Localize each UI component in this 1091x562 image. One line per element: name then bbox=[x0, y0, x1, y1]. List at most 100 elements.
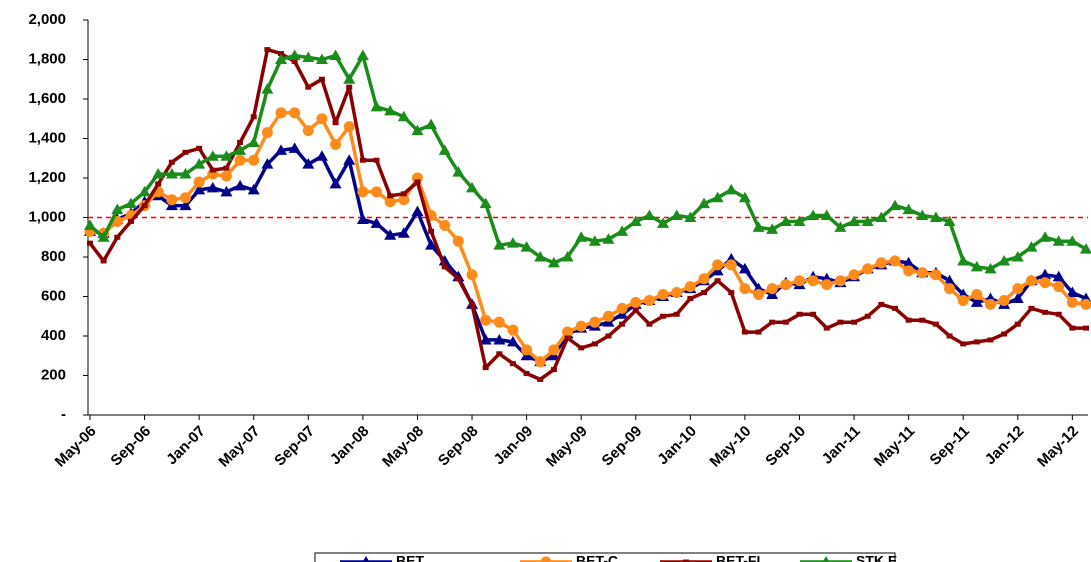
marker bbox=[302, 51, 315, 63]
marker bbox=[165, 168, 178, 179]
legend-label: BET-FI bbox=[716, 553, 760, 562]
marker bbox=[769, 319, 776, 325]
marker bbox=[250, 114, 257, 120]
marker bbox=[452, 166, 465, 177]
marker bbox=[1025, 241, 1038, 252]
marker bbox=[919, 317, 926, 323]
marker bbox=[848, 269, 860, 281]
marker bbox=[687, 295, 694, 301]
marker bbox=[944, 283, 956, 295]
marker bbox=[425, 239, 438, 250]
marker bbox=[564, 335, 571, 341]
x-tick-label: May-10 bbox=[707, 423, 755, 471]
marker bbox=[822, 556, 830, 562]
marker bbox=[261, 83, 274, 94]
x-tick-label: May-09 bbox=[543, 423, 591, 471]
marker bbox=[578, 345, 585, 351]
marker bbox=[318, 76, 325, 82]
x-tick-label: May-08 bbox=[379, 423, 427, 471]
marker bbox=[561, 251, 574, 262]
marker bbox=[932, 321, 939, 327]
marker bbox=[466, 269, 478, 281]
x-tick-label: May-11 bbox=[871, 423, 918, 470]
marker bbox=[602, 310, 614, 322]
marker bbox=[315, 150, 328, 161]
x-tick-label: Jan-09 bbox=[491, 423, 537, 469]
marker bbox=[619, 321, 626, 327]
marker bbox=[728, 290, 735, 296]
marker bbox=[779, 215, 792, 226]
marker bbox=[973, 339, 980, 345]
marker bbox=[1055, 311, 1062, 317]
marker bbox=[493, 316, 505, 328]
marker bbox=[479, 197, 492, 209]
marker bbox=[796, 311, 803, 317]
marker bbox=[916, 267, 928, 279]
x-tick-label: Sep-07 bbox=[271, 423, 318, 470]
marker bbox=[428, 228, 435, 234]
marker bbox=[275, 144, 288, 155]
marker bbox=[356, 49, 369, 61]
marker bbox=[305, 84, 312, 90]
marker bbox=[698, 273, 710, 285]
marker bbox=[455, 276, 462, 282]
marker bbox=[700, 290, 707, 296]
marker bbox=[821, 279, 833, 291]
marker bbox=[851, 319, 858, 325]
marker bbox=[646, 321, 653, 327]
marker bbox=[329, 177, 342, 189]
marker bbox=[261, 127, 273, 139]
marker bbox=[84, 219, 96, 230]
marker bbox=[643, 209, 656, 221]
marker bbox=[684, 281, 696, 293]
marker bbox=[370, 100, 383, 112]
marker bbox=[714, 278, 721, 284]
marker bbox=[1014, 321, 1021, 327]
marker bbox=[180, 192, 192, 204]
marker bbox=[739, 283, 751, 295]
marker bbox=[616, 225, 629, 236]
marker bbox=[1028, 305, 1035, 311]
marker bbox=[929, 211, 942, 222]
marker bbox=[302, 158, 315, 169]
marker bbox=[384, 196, 396, 208]
y-tick-label: 1,600 bbox=[28, 90, 66, 107]
marker bbox=[1039, 231, 1052, 242]
marker bbox=[237, 139, 244, 145]
marker bbox=[916, 209, 929, 221]
marker bbox=[182, 149, 189, 155]
marker bbox=[793, 215, 806, 226]
y-tick-label: 1,800 bbox=[28, 50, 66, 67]
marker bbox=[425, 118, 438, 130]
marker bbox=[343, 154, 356, 165]
marker bbox=[960, 341, 967, 347]
marker bbox=[1039, 268, 1052, 280]
marker bbox=[957, 294, 969, 306]
y-tick-label: 1,000 bbox=[28, 208, 66, 225]
marker bbox=[359, 157, 366, 163]
marker bbox=[493, 333, 506, 345]
marker bbox=[520, 241, 533, 252]
marker bbox=[234, 154, 246, 166]
marker bbox=[397, 110, 410, 122]
marker bbox=[782, 319, 789, 325]
y-tick-label: 1,200 bbox=[28, 169, 66, 186]
marker bbox=[332, 120, 339, 126]
marker bbox=[820, 209, 833, 221]
series bbox=[84, 49, 1091, 274]
marker bbox=[971, 289, 983, 301]
marker bbox=[97, 231, 110, 242]
x-tick-label: Jan-07 bbox=[163, 423, 209, 469]
marker bbox=[166, 194, 178, 206]
marker bbox=[316, 113, 328, 125]
marker bbox=[864, 313, 871, 319]
marker bbox=[970, 260, 983, 272]
marker bbox=[127, 218, 134, 224]
marker bbox=[371, 186, 383, 198]
marker bbox=[452, 235, 464, 247]
marker bbox=[482, 365, 489, 371]
marker bbox=[725, 259, 737, 271]
marker bbox=[1066, 296, 1078, 308]
x-tick-label: Jan-10 bbox=[654, 423, 700, 469]
x-tick-label: Sep-11 bbox=[927, 423, 973, 469]
